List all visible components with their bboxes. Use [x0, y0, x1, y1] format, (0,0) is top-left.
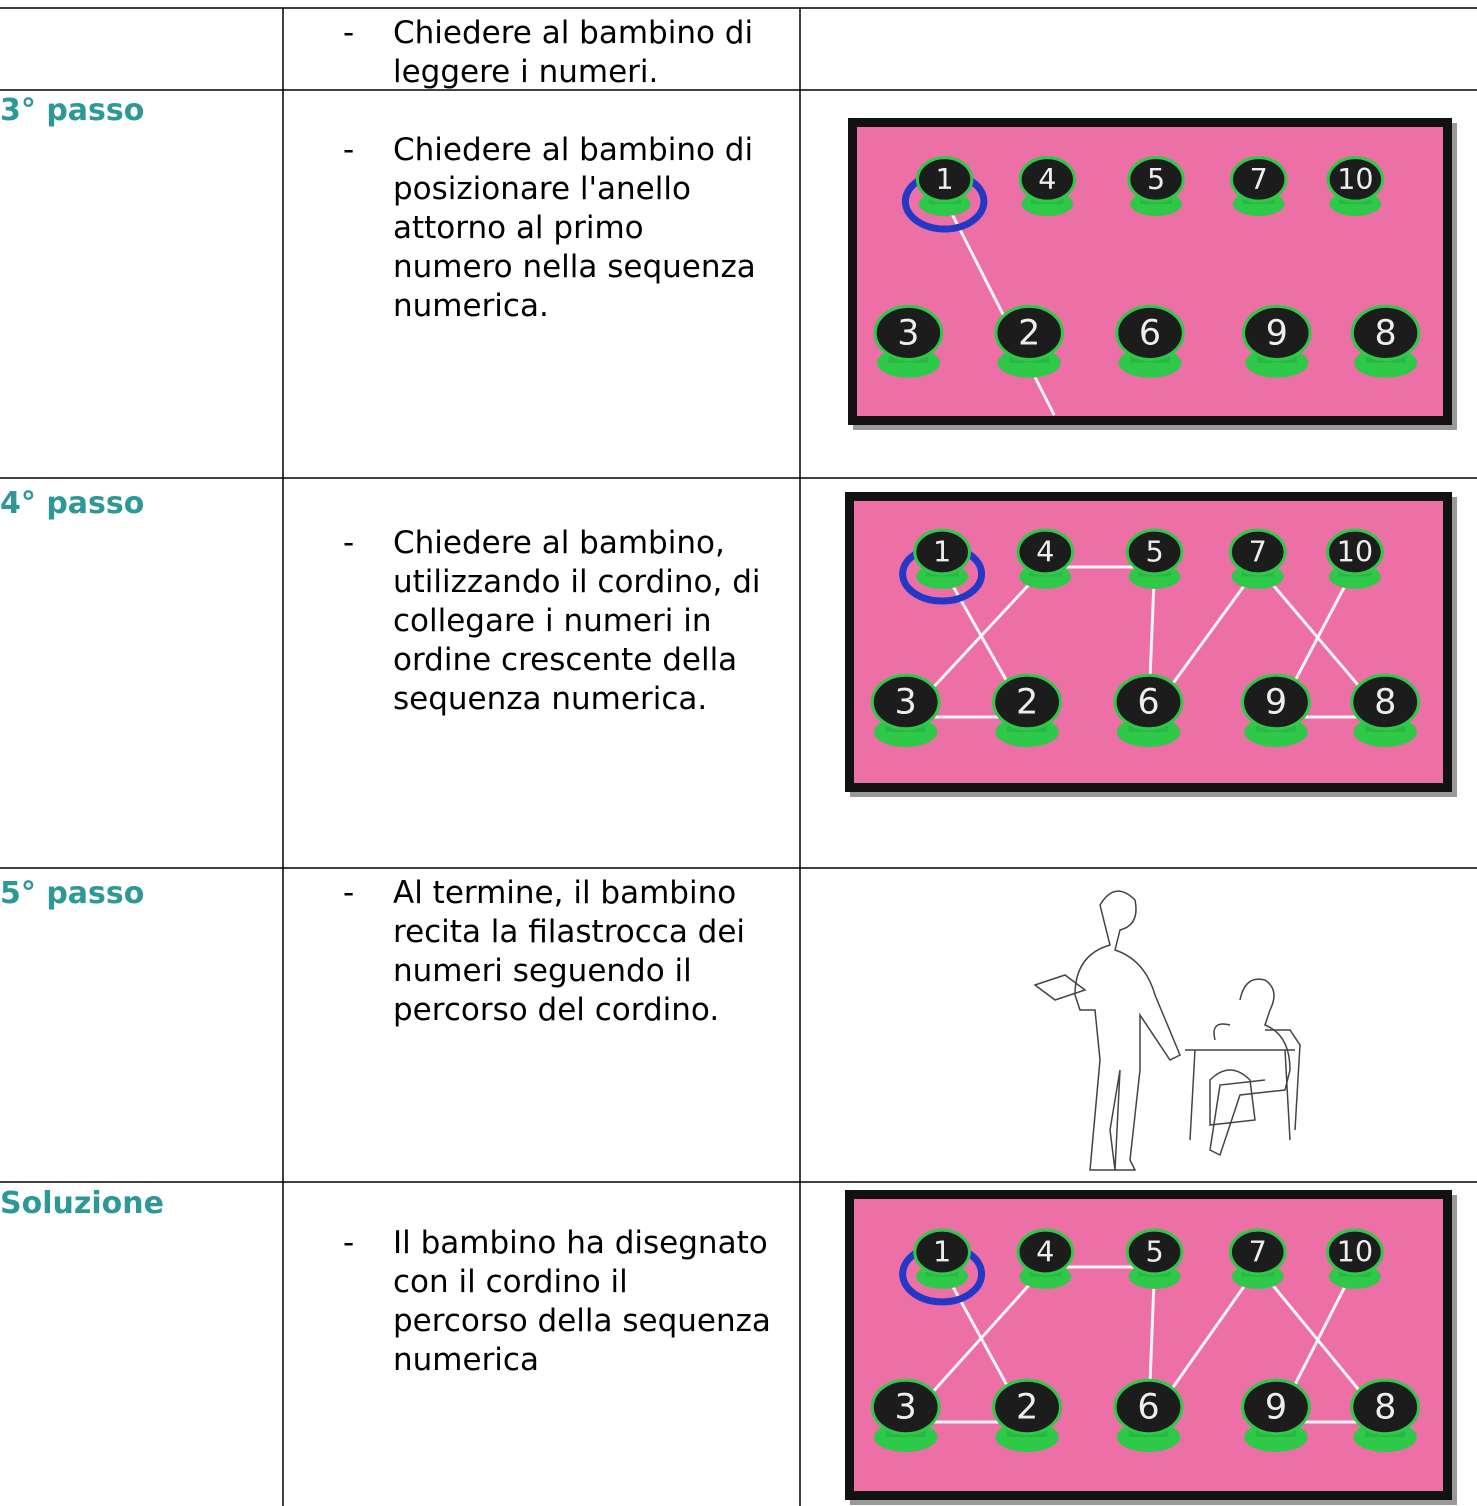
- peg-digit: 5: [1147, 163, 1165, 196]
- peg-digit: 2: [1016, 682, 1038, 723]
- peg-digit: 10: [1337, 535, 1373, 569]
- peg-top: [1241, 673, 1311, 731]
- step-text: recita la filastrocca dei: [393, 914, 746, 950]
- step-label: 3° passo: [0, 93, 145, 128]
- peg-digit: 5: [1145, 535, 1163, 569]
- peg-top: [1228, 528, 1287, 576]
- step-text: numeri seguendo il: [393, 953, 692, 989]
- peg-digit: 2: [1018, 314, 1040, 354]
- peg-top: [992, 1378, 1062, 1436]
- peg-top: [994, 304, 1064, 361]
- peg-digit: 8: [1374, 314, 1396, 354]
- peg-digit: 3: [895, 1387, 917, 1428]
- step-text: Chiedere al bambino di: [393, 15, 754, 51]
- peg-digit: 1: [933, 535, 951, 569]
- peg-digit: 7: [1249, 535, 1267, 569]
- peg-top: [1113, 1378, 1184, 1436]
- peg-digit: 6: [1137, 682, 1159, 723]
- peg-top: [992, 673, 1062, 731]
- step-text: percorso della sequenza: [393, 1303, 771, 1339]
- illustration: [1185, 978, 1301, 1157]
- peg-digit: 4: [1038, 163, 1056, 196]
- step-text: Al termine, il bambino: [393, 875, 737, 911]
- peg-digit: 9: [1266, 314, 1288, 354]
- step-text: sequenza numerica.: [393, 681, 708, 717]
- peg-top: [1113, 673, 1184, 731]
- peg-top: [1350, 304, 1421, 361]
- peg-digit: 5: [1145, 1235, 1163, 1269]
- rope: [902, 1264, 1389, 1428]
- peg-top: [1230, 156, 1288, 203]
- peg-digit: 8: [1374, 1387, 1396, 1428]
- step-text: numerica.: [393, 288, 549, 324]
- rope: [943, 198, 1056, 416]
- peg-top: [1241, 1378, 1311, 1436]
- peg-top: [1016, 528, 1075, 576]
- peg-top: [1350, 673, 1421, 731]
- peg-top: [1018, 156, 1076, 203]
- peg-digit: 6: [1139, 314, 1161, 354]
- bullet: -: [343, 132, 355, 168]
- peg-top: [915, 156, 974, 203]
- step-text: Chiedere al bambino di: [393, 132, 754, 168]
- step-text: attorno al primo: [393, 210, 644, 246]
- peg-top: [1125, 1228, 1184, 1276]
- peg-digit: 8: [1374, 682, 1396, 723]
- rope: [902, 564, 1389, 722]
- step-text: posizionare l'anello: [393, 171, 691, 207]
- step-text: numerica: [393, 1342, 539, 1378]
- bullet: -: [343, 525, 355, 561]
- peg-top: [1350, 1378, 1421, 1436]
- peg-top: [1125, 528, 1184, 576]
- peg-top: [870, 673, 941, 731]
- peg-digit: 4: [1036, 1235, 1054, 1269]
- peg-digit: 3: [895, 682, 917, 723]
- step-text: numero nella sequenza: [393, 249, 756, 285]
- step-label: Soluzione: [0, 1186, 164, 1221]
- step-text: leggere i numeri.: [393, 54, 659, 90]
- peg-top: [873, 304, 944, 361]
- peg-top: [1326, 1228, 1384, 1276]
- step-label: 4° passo: [0, 486, 145, 521]
- peg-digit: 4: [1036, 535, 1054, 569]
- peg-top: [1326, 528, 1384, 576]
- step-text: con il cordino il: [393, 1264, 628, 1300]
- illustration: [1033, 974, 1256, 1126]
- bullet: -: [343, 15, 355, 51]
- illustration: [1074, 890, 1181, 1171]
- step-text: utilizzando il cordino, di: [393, 564, 761, 600]
- peg-digit: 1: [933, 1235, 951, 1269]
- peg-top: [913, 528, 971, 576]
- peg-digit: 2: [1016, 1387, 1038, 1428]
- peg-digit: 6: [1137, 1387, 1159, 1428]
- step-text: ordine crescente della: [393, 642, 738, 678]
- peg-digit: 10: [1337, 163, 1373, 196]
- peg-top: [1115, 304, 1185, 361]
- step-label: 5° passo: [0, 876, 145, 911]
- step-text: Il bambino ha disegnato: [393, 1225, 768, 1261]
- bullet: -: [343, 875, 355, 911]
- step-text: Chiedere al bambino,: [393, 525, 725, 561]
- peg-digit: 9: [1265, 1387, 1287, 1428]
- peg-digit: 9: [1265, 682, 1287, 723]
- peg-top: [1242, 304, 1312, 361]
- step-text: percorso del cordino.: [393, 992, 720, 1028]
- peg-top: [913, 1228, 971, 1276]
- peg-top: [870, 1378, 941, 1436]
- peg-top: [1016, 1228, 1075, 1276]
- peg-digit: 10: [1337, 1235, 1373, 1269]
- peg-top: [1326, 156, 1385, 203]
- peg-top: [1228, 1228, 1287, 1276]
- peg-digit: 7: [1250, 163, 1268, 196]
- peg-top: [1127, 156, 1185, 203]
- peg-digit: 7: [1249, 1235, 1267, 1269]
- peg-digit: 1: [936, 163, 954, 196]
- peg-digit: 3: [897, 314, 919, 354]
- bullet: -: [343, 1225, 355, 1261]
- step-text: collegare i numeri in: [393, 603, 712, 639]
